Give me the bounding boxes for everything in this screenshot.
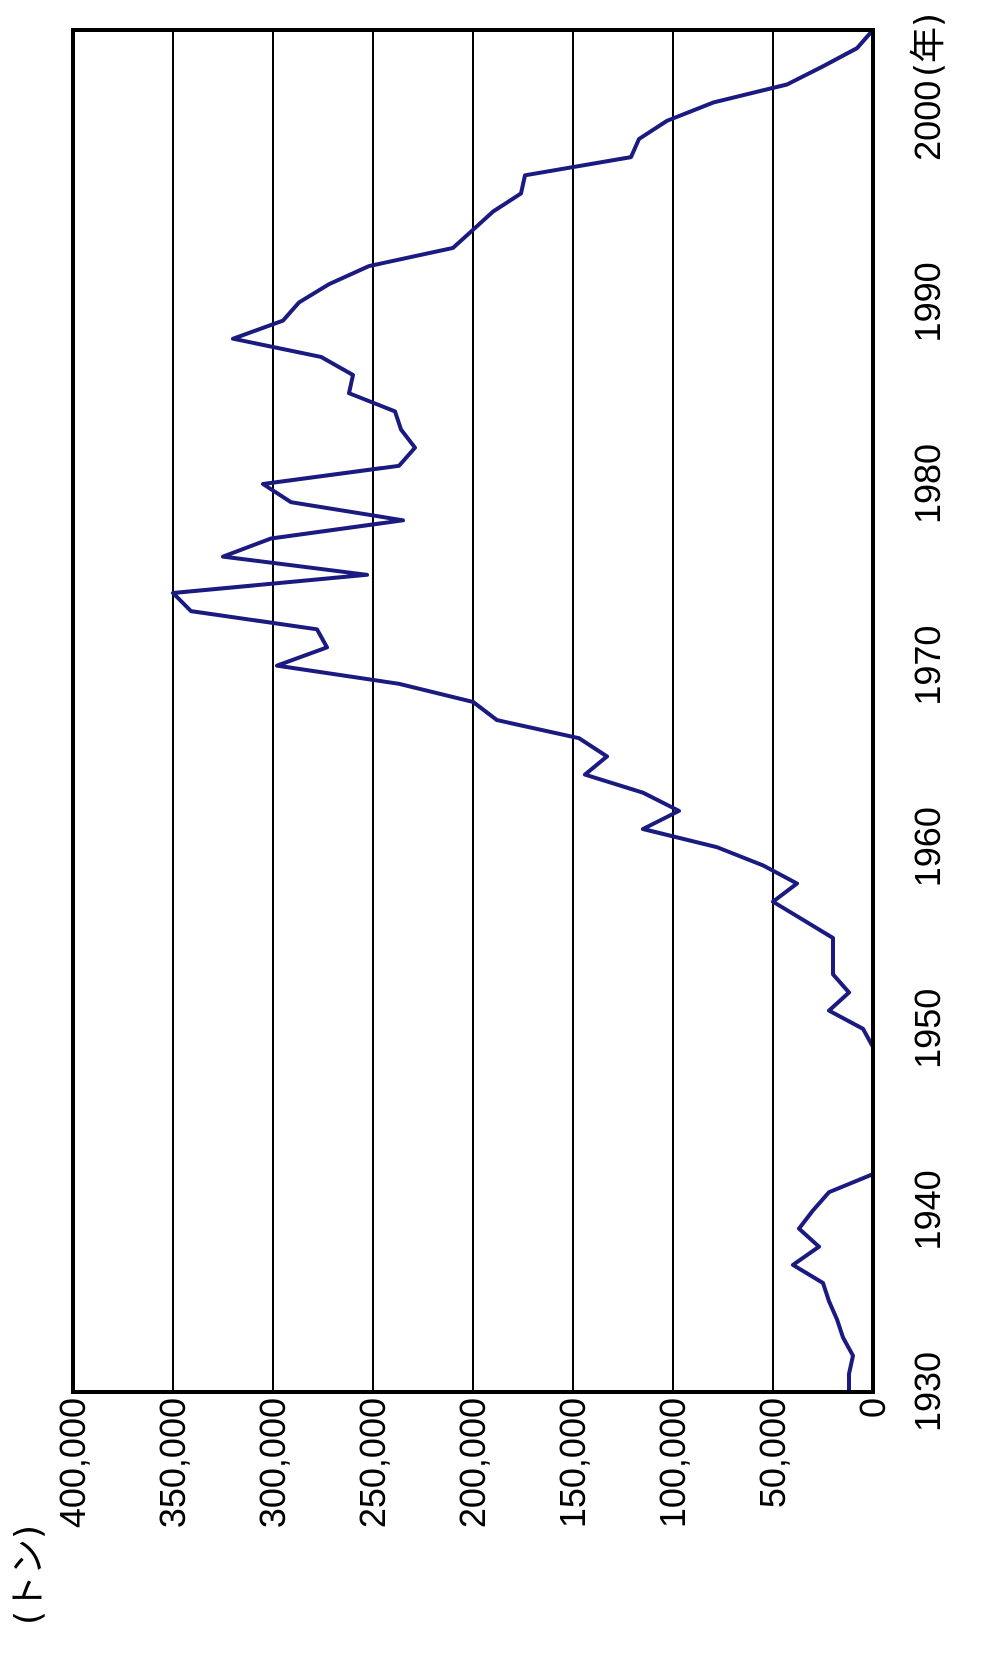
- y-axis-tick-labels: 0 50,000 100,000 150,000 200,000 250,000 300,0…: [52, 1398, 893, 1528]
- x-tick-label: 1980: [907, 444, 948, 524]
- x-tick-label: 1990: [907, 262, 948, 342]
- y-tick-label: 50,000: [752, 1398, 793, 1508]
- x-axis-tick-labels: 1930 1940 1950 1960 1970 1980 1990 2000: [907, 81, 948, 1432]
- y-tick-label: 300,000: [252, 1398, 293, 1528]
- gridlines: [172, 30, 774, 1392]
- y-tick-label: 400,000: [52, 1398, 93, 1528]
- y-tick-label: 150,000: [552, 1398, 593, 1528]
- x-tick-label: 1960: [907, 807, 948, 887]
- x-tick-label: 1950: [907, 989, 948, 1069]
- y-tick-label: 0: [852, 1398, 893, 1418]
- y-axis-unit-label: (トン): [8, 1525, 49, 1625]
- y-tick-label: 250,000: [352, 1398, 393, 1528]
- plot-frame: [71, 28, 875, 1394]
- y-tick-label: 200,000: [452, 1398, 493, 1528]
- x-axis-unit-label: (年): [908, 13, 949, 77]
- y-tick-label: 100,000: [652, 1398, 693, 1528]
- x-tick-label: 2000: [907, 81, 948, 161]
- x-tick-label: 1930: [907, 1352, 948, 1432]
- y-tick-label: 350,000: [152, 1398, 193, 1528]
- x-tick-label: 1940: [907, 1170, 948, 1250]
- x-tick-label: 1970: [907, 626, 948, 706]
